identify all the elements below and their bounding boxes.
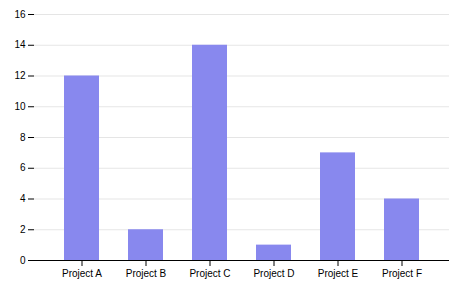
svg-text:Project F: Project F <box>382 268 422 279</box>
svg-text:Project D: Project D <box>253 268 294 279</box>
svg-text:0: 0 <box>20 255 26 266</box>
svg-text:16: 16 <box>14 9 26 20</box>
svg-text:12: 12 <box>14 70 26 81</box>
svg-text:10: 10 <box>14 101 26 112</box>
svg-text:2: 2 <box>20 224 26 235</box>
svg-text:Project A: Project A <box>62 268 102 279</box>
svg-text:Project C: Project C <box>189 268 230 279</box>
svg-text:Project B: Project B <box>126 268 167 279</box>
svg-text:14: 14 <box>14 39 26 50</box>
svg-text:4: 4 <box>20 193 26 204</box>
svg-text:Project E: Project E <box>318 268 359 279</box>
svg-text:6: 6 <box>20 162 26 173</box>
svg-text:8: 8 <box>20 132 26 143</box>
